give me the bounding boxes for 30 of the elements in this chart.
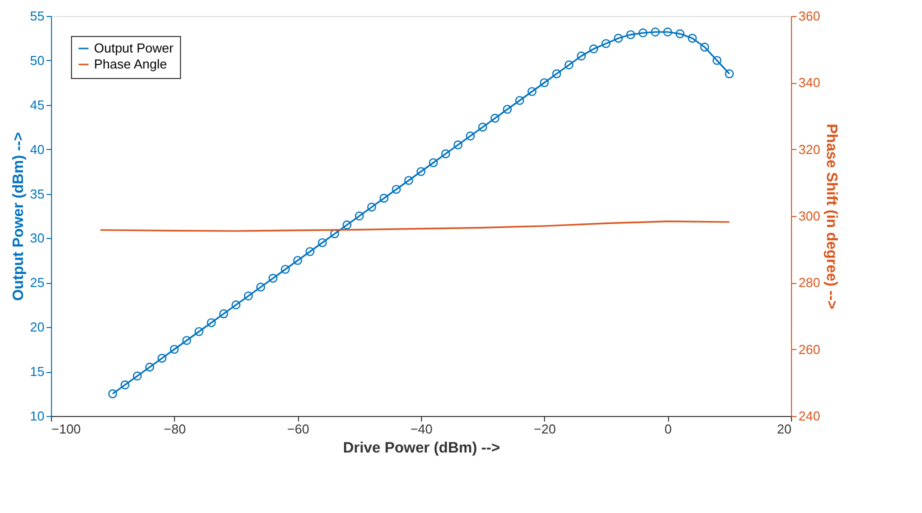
y-tick-label: 45 xyxy=(30,97,44,112)
y-axis-title: Output Power (dBm) --> xyxy=(10,132,28,301)
y2-axis-title: Phase Shift (in degree) --> xyxy=(823,124,840,310)
y2-tick-label: 240 xyxy=(798,408,820,424)
x-tick-label: −40 xyxy=(410,422,433,436)
x-tick-label: 20 xyxy=(777,422,792,436)
y-tick-label: 55 xyxy=(30,8,44,24)
x-tick-label: 0 xyxy=(664,422,672,436)
x-tick-label: −60 xyxy=(287,422,310,436)
y-tick-label: 10 xyxy=(30,408,44,424)
y-tick-label: 15 xyxy=(30,364,44,380)
line-series xyxy=(100,220,730,232)
y-tick-label: 30 xyxy=(30,230,44,246)
x-tick-label: −100 xyxy=(52,422,81,436)
y2-tick-label: 360 xyxy=(798,8,820,24)
y-tick-label: 35 xyxy=(30,186,44,202)
y2-tick-label: 300 xyxy=(798,208,820,224)
x-tick-label: −80 xyxy=(164,422,186,436)
y-tick-label: 50 xyxy=(30,52,44,68)
y2-tick-label: 320 xyxy=(798,142,820,157)
y2-tick-label: 260 xyxy=(798,342,820,357)
y-tick-label: 25 xyxy=(30,275,44,290)
y-tick-label: 20 xyxy=(30,320,44,335)
y2-tick-label: 280 xyxy=(798,275,820,290)
x-tick-label: −20 xyxy=(534,422,556,436)
y-tick-label: 40 xyxy=(30,142,44,157)
x-axis-title: Drive Power (dBm) --> xyxy=(342,440,500,456)
y2-tick-label: 340 xyxy=(798,75,820,90)
legend-label: Output Power xyxy=(94,40,174,56)
legend-label: Phase Angle xyxy=(94,56,168,72)
